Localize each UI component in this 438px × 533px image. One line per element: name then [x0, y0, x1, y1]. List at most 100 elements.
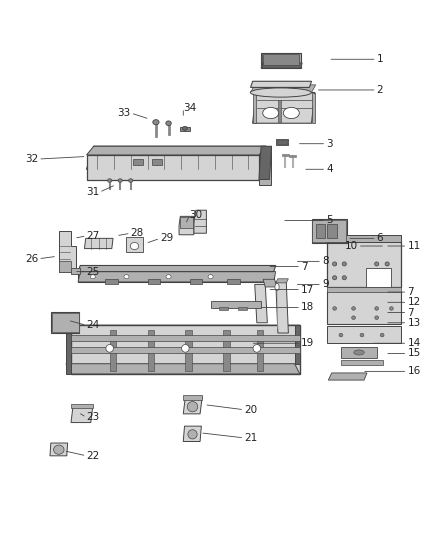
Ellipse shape [275, 284, 279, 290]
Polygon shape [251, 85, 316, 93]
Polygon shape [311, 93, 315, 123]
Ellipse shape [182, 126, 187, 131]
Bar [278, 100, 281, 122]
Bar [259, 146, 271, 184]
Ellipse shape [332, 262, 337, 266]
Bar [257, 330, 263, 372]
Polygon shape [59, 261, 71, 272]
Bar [180, 217, 193, 228]
Bar [148, 330, 154, 372]
Bar [71, 348, 300, 353]
Bar [328, 290, 401, 324]
Bar [223, 330, 230, 372]
Text: 7: 7 [407, 287, 414, 297]
Polygon shape [66, 364, 300, 374]
Bar [312, 221, 346, 242]
Ellipse shape [182, 344, 189, 352]
Bar [261, 53, 301, 68]
Ellipse shape [375, 306, 378, 310]
Text: 19: 19 [301, 338, 314, 348]
Text: 27: 27 [87, 231, 100, 241]
Text: 1: 1 [377, 54, 383, 64]
Ellipse shape [389, 306, 393, 310]
Text: 5: 5 [326, 215, 333, 225]
Ellipse shape [374, 262, 379, 266]
Text: 10: 10 [345, 241, 358, 251]
Bar [71, 325, 300, 374]
Bar [133, 159, 143, 165]
Ellipse shape [129, 179, 133, 182]
Text: 12: 12 [407, 297, 420, 308]
Ellipse shape [342, 262, 346, 266]
Bar [227, 279, 240, 285]
Bar [328, 326, 401, 343]
Ellipse shape [188, 430, 197, 439]
Bar [180, 127, 190, 132]
Bar [311, 219, 347, 244]
Text: 2: 2 [377, 85, 383, 95]
Ellipse shape [208, 274, 213, 279]
Ellipse shape [124, 274, 129, 279]
Polygon shape [295, 325, 300, 364]
Polygon shape [87, 146, 266, 169]
Ellipse shape [106, 344, 113, 352]
Ellipse shape [130, 243, 139, 249]
Text: 30: 30 [190, 211, 203, 220]
Polygon shape [261, 53, 262, 68]
Text: 29: 29 [160, 233, 173, 244]
Polygon shape [71, 325, 300, 364]
Polygon shape [183, 426, 201, 441]
Bar [71, 335, 300, 341]
Bar [328, 241, 401, 287]
Text: 7: 7 [301, 262, 307, 271]
Ellipse shape [339, 333, 343, 337]
Polygon shape [183, 395, 202, 400]
Ellipse shape [332, 276, 337, 280]
Text: 14: 14 [407, 338, 420, 348]
Text: 7: 7 [407, 308, 414, 318]
Polygon shape [261, 63, 302, 68]
Polygon shape [78, 272, 276, 282]
Polygon shape [71, 406, 93, 423]
Ellipse shape [283, 107, 299, 119]
Bar [87, 155, 259, 180]
Polygon shape [194, 210, 206, 233]
Bar [51, 311, 79, 333]
Ellipse shape [263, 107, 279, 119]
Ellipse shape [166, 121, 171, 126]
Text: 31: 31 [86, 187, 99, 197]
Ellipse shape [90, 274, 95, 279]
Text: 15: 15 [407, 349, 420, 359]
Ellipse shape [253, 344, 261, 352]
Bar [366, 268, 391, 287]
Text: 18: 18 [301, 302, 314, 312]
Text: 17: 17 [301, 285, 314, 295]
Polygon shape [263, 279, 277, 287]
Ellipse shape [153, 119, 159, 125]
Bar [185, 330, 192, 372]
Text: 11: 11 [407, 241, 420, 251]
Polygon shape [276, 282, 288, 333]
Text: 16: 16 [407, 366, 420, 376]
Bar [106, 279, 118, 285]
Polygon shape [85, 238, 113, 248]
Polygon shape [251, 81, 311, 87]
Bar [219, 308, 228, 310]
Polygon shape [87, 146, 266, 155]
Text: 26: 26 [25, 254, 38, 264]
Bar [152, 159, 162, 165]
Bar [276, 139, 287, 145]
Bar [71, 268, 80, 274]
Bar [328, 287, 401, 292]
Bar [148, 279, 160, 285]
Polygon shape [328, 373, 367, 380]
Ellipse shape [251, 88, 311, 97]
Polygon shape [179, 216, 194, 235]
Ellipse shape [352, 306, 356, 310]
Polygon shape [66, 325, 71, 374]
Text: 32: 32 [25, 154, 38, 164]
Text: 24: 24 [87, 320, 100, 330]
Ellipse shape [375, 316, 378, 319]
Polygon shape [255, 285, 267, 323]
Bar [238, 308, 247, 310]
